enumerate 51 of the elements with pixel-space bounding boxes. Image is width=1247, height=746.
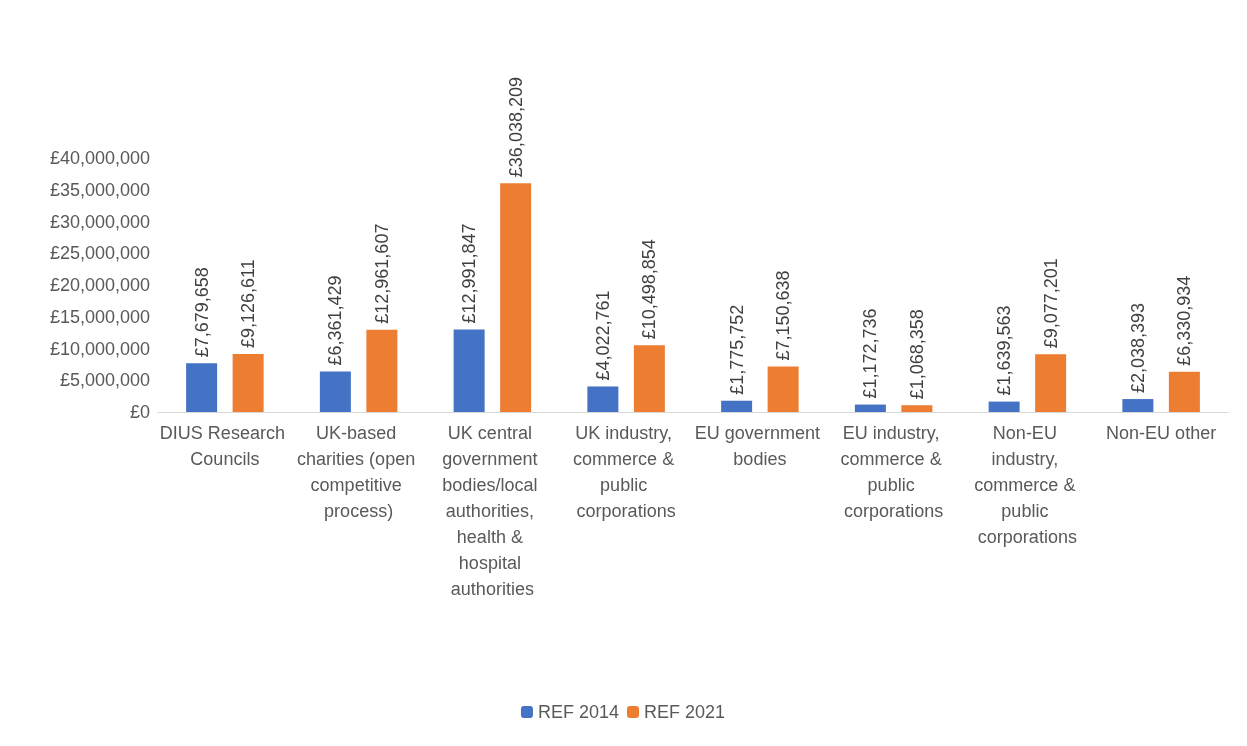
y-tick-label: £40,000,000 — [49, 148, 150, 168]
y-tick-label: £20,000,000 — [49, 275, 150, 295]
bar — [366, 329, 398, 412]
data-label: £1,775,752 — [726, 304, 747, 395]
data-label: £7,150,638 — [773, 270, 794, 361]
y-tick-label: £10,000,000 — [49, 338, 150, 359]
y-tick-label: £0 — [129, 402, 150, 422]
y-tick-label: £30,000,000 — [49, 211, 150, 232]
bar — [453, 329, 485, 412]
bar — [1168, 371, 1200, 412]
bar — [186, 363, 218, 412]
data-label: £6,330,934 — [1174, 275, 1195, 366]
x-tick-label: Non-EU industry, commerce & public corporations — [974, 423, 1081, 547]
y-tick-label: £15,000,000 — [49, 306, 150, 327]
data-label: £12,991,847 — [459, 223, 480, 324]
x-tick-label: UK industry, commerce & public corporations — [573, 423, 680, 521]
bar — [854, 404, 886, 412]
data-label: £9,077,201 — [1040, 258, 1061, 349]
data-label: £1,639,563 — [994, 305, 1015, 396]
data-label: £9,126,611 — [238, 259, 259, 349]
data-label: £36,038,209 — [505, 77, 526, 178]
x-tick-label: EU government bodies — [694, 423, 825, 469]
bar — [901, 405, 933, 412]
data-label: £12,961,607 — [371, 223, 392, 324]
x-tick-label: Non-EU other — [1106, 423, 1217, 443]
y-tick-label: £35,000,000 — [49, 179, 150, 200]
bar — [587, 386, 619, 412]
y-tick-label: £25,000,000 — [49, 243, 150, 264]
bar — [767, 366, 799, 412]
legend-label: REF 2021 — [644, 702, 726, 722]
y-tick-label: £5,000,000 — [59, 370, 150, 391]
bar — [1122, 399, 1154, 412]
data-label: £1,068,358 — [906, 309, 927, 400]
data-label: £4,022,761 — [592, 290, 613, 381]
data-label: £2,038,393 — [1127, 302, 1148, 394]
bar — [633, 345, 665, 412]
x-tick-label: DIUS Research Councils — [159, 423, 290, 469]
data-label: £1,172,736 — [860, 308, 881, 399]
x-tick-label: UK central government bodies/local authorities, health & hospital authorities — [442, 423, 543, 599]
bar — [319, 371, 351, 412]
data-label: £10,498,854 — [639, 239, 660, 340]
data-label: £7,679,658 — [191, 267, 212, 358]
x-tick-label: UK-based charities (open competitive process) — [297, 423, 421, 521]
x-tick-label: EU industry, commerce & public corporations — [840, 423, 947, 521]
data-label: £6,361,429 — [325, 275, 346, 366]
bar — [988, 401, 1020, 412]
bar — [721, 400, 753, 412]
legend-label: REF 2014 — [537, 702, 619, 722]
bar — [1035, 354, 1067, 412]
bar — [232, 354, 264, 412]
bar — [500, 183, 532, 412]
